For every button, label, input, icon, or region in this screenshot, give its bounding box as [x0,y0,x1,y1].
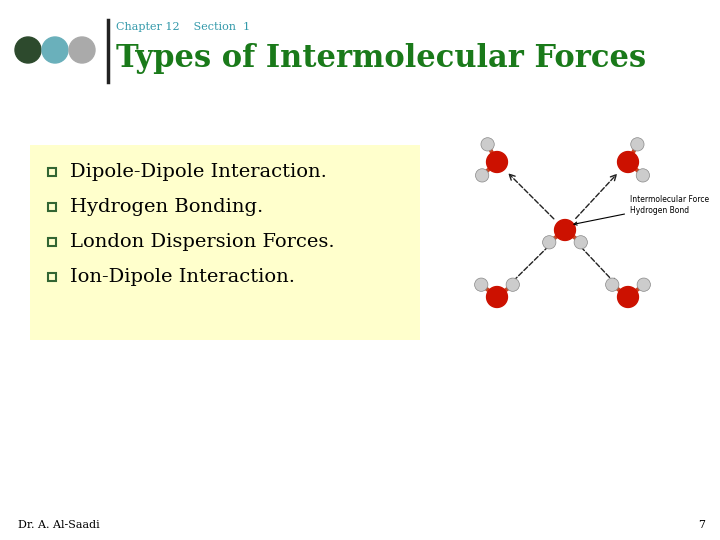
Text: Intermolecular Force
Hydrogen Bond: Intermolecular Force Hydrogen Bond [574,195,709,225]
FancyBboxPatch shape [48,238,56,246]
Circle shape [543,235,556,249]
Circle shape [475,168,489,182]
Circle shape [506,278,519,292]
Circle shape [631,138,644,151]
FancyBboxPatch shape [48,203,56,211]
Circle shape [481,138,494,151]
Circle shape [69,37,95,63]
Text: London Dispersion Forces.: London Dispersion Forces. [70,233,335,251]
Circle shape [15,37,41,63]
Text: 7: 7 [698,520,705,530]
Circle shape [574,235,588,249]
Circle shape [487,152,508,172]
Circle shape [618,152,639,172]
Text: Types of Intermolecular Forces: Types of Intermolecular Forces [116,43,646,73]
Circle shape [618,287,639,307]
Circle shape [554,220,575,240]
Circle shape [42,37,68,63]
FancyBboxPatch shape [48,168,56,176]
Text: Dipole-Dipole Interaction.: Dipole-Dipole Interaction. [70,163,327,181]
Text: Ion-Dipole Interaction.: Ion-Dipole Interaction. [70,268,295,286]
FancyBboxPatch shape [48,273,56,281]
Circle shape [487,287,508,307]
Text: Hydrogen Bonding.: Hydrogen Bonding. [70,198,264,216]
Circle shape [606,278,619,292]
FancyBboxPatch shape [30,145,420,340]
Text: Chapter 12    Section  1: Chapter 12 Section 1 [116,22,250,32]
Circle shape [636,168,649,182]
Text: Dr. A. Al-Saadi: Dr. A. Al-Saadi [18,520,100,530]
Circle shape [474,278,488,292]
Circle shape [637,278,650,292]
